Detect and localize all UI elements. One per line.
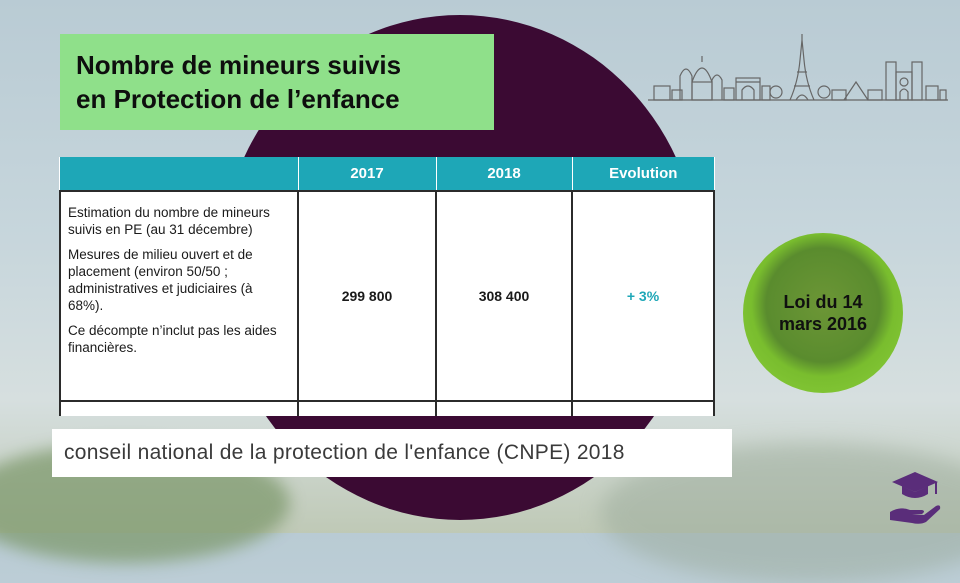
- paris-skyline-icon: [648, 34, 948, 101]
- table-header-row: 2017 2018 Evolution: [60, 157, 714, 191]
- value-2018: 308 400: [435, 190, 573, 402]
- graduation-cap-hand-icon: [890, 472, 941, 524]
- title-box: Nombre de mineurs suivis en Protection d…: [60, 34, 494, 130]
- table-row: Estimation du nombre de mineurs suivis e…: [59, 190, 715, 402]
- description-line-1: Estimation du nombre de mineurs suivis e…: [68, 205, 270, 237]
- law-badge-line-1: Loi du 14: [783, 292, 863, 312]
- description-line-3: Ce décompte n’inclut pas les aides finan…: [68, 323, 277, 355]
- header-empty: [60, 157, 298, 191]
- header-2017: 2017: [297, 157, 436, 191]
- description-line-2: Mesures de milieu ouvert et de placement…: [68, 247, 253, 313]
- law-badge: Loi du 14 mars 2016: [743, 233, 903, 393]
- evolution-value: + 3%: [571, 190, 715, 402]
- header-2018: 2018: [435, 157, 572, 191]
- slide-title-line-2: en Protection de l’enfance: [76, 84, 400, 114]
- header-evolution: Evolution: [571, 157, 714, 191]
- value-2017: 299 800: [297, 190, 437, 402]
- description-cell: Estimation du nombre de mineurs suivis e…: [59, 190, 299, 402]
- table-row-tail: [59, 400, 715, 416]
- slide-title-line-1: Nombre de mineurs suivis: [76, 50, 402, 80]
- law-badge-line-2: mars 2016: [778, 314, 868, 334]
- statistics-table: 2017 2018 Evolution Estimation du nombre…: [59, 157, 715, 416]
- source-caption: conseil national de la protection de l'e…: [52, 429, 732, 477]
